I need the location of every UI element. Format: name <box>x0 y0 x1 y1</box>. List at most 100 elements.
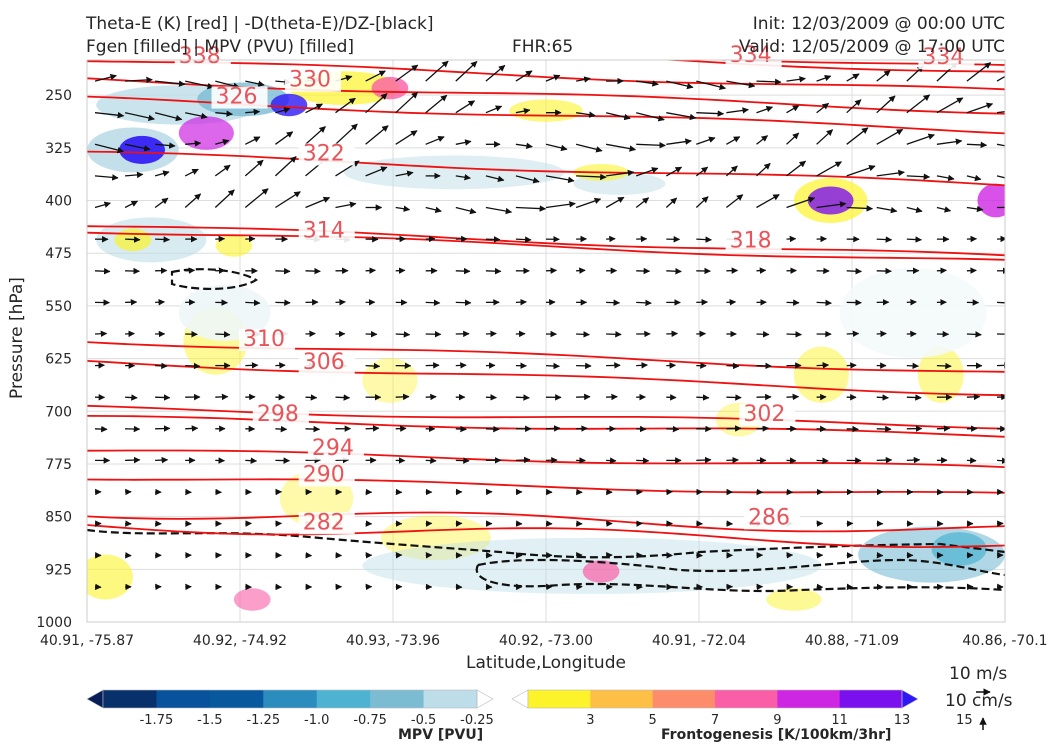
wind-vector <box>576 393 591 401</box>
wind-vector <box>936 97 964 114</box>
wind-vector <box>696 136 716 145</box>
wind-vector <box>515 142 533 150</box>
wind-vector <box>215 393 229 401</box>
wind-vector <box>515 236 532 243</box>
wind-vector <box>606 299 621 306</box>
wind-vector <box>125 330 135 338</box>
filled-region <box>839 267 987 358</box>
y-tick-label: 700 <box>45 404 72 420</box>
colorbar-extend-high <box>901 689 919 709</box>
colorbar-tick-label: -0.5 <box>411 713 436 728</box>
wind-vector <box>335 123 358 145</box>
y-tick-label: 250 <box>45 88 72 104</box>
wind-vector <box>846 164 876 177</box>
y-tick-label: 475 <box>45 246 72 262</box>
contour-label: 338 <box>179 44 221 69</box>
y-tick-label: 325 <box>45 141 72 157</box>
wind-vector <box>545 362 560 370</box>
wind-vector <box>335 298 346 306</box>
theta-e-contour-294 <box>87 449 1005 468</box>
wind-vector <box>906 94 931 114</box>
wind-vector <box>485 236 501 243</box>
colorbar-extend-high <box>476 689 494 709</box>
x-tick-label: 40.92, -73.00 <box>499 633 593 649</box>
wind-vector <box>185 80 215 90</box>
filled-region <box>178 284 271 341</box>
wind-vector <box>876 330 887 338</box>
wind-vector <box>275 191 301 209</box>
wind-vector <box>154 197 169 209</box>
wind-vector <box>305 196 331 209</box>
wind-vector <box>606 169 635 177</box>
wind-vector <box>274 156 297 177</box>
wind-vector <box>365 93 388 114</box>
wind-vector <box>185 362 201 370</box>
wind-vector <box>124 112 155 122</box>
wind-vector <box>455 174 471 181</box>
wind-vector <box>816 201 847 209</box>
wind-vector <box>726 362 740 370</box>
wind-vector <box>786 160 807 177</box>
stability-contour <box>170 268 259 291</box>
contour-label: 330 <box>289 68 331 93</box>
contour-label: 326 <box>216 85 258 110</box>
colorbar-outline <box>102 689 478 709</box>
wind-vector <box>846 425 859 433</box>
wind-vector <box>365 425 380 432</box>
wind-vector <box>124 200 139 209</box>
contour-label: 310 <box>243 327 285 352</box>
wind-vector <box>185 425 199 432</box>
x-axis-label: Latitude,Longitude <box>466 653 626 673</box>
wind-vector <box>155 142 176 149</box>
wind-vector <box>515 70 533 82</box>
colorbar-swatch <box>715 690 778 708</box>
wind-vector <box>846 267 863 275</box>
wind-vector <box>395 331 411 338</box>
wind-vector <box>184 168 199 177</box>
wind-vector <box>155 394 171 401</box>
title-right-line2: Valid: 12/05/2009 @ 17:00 UTC <box>739 37 1005 57</box>
wind-vector <box>335 394 351 401</box>
wind-vector <box>485 175 505 182</box>
wind-vector <box>816 74 832 82</box>
wind-vector <box>365 267 376 274</box>
wind-vector <box>726 80 756 89</box>
wind-vector <box>545 74 561 82</box>
contour-label: 322 <box>303 141 345 166</box>
wind-vector <box>515 394 530 401</box>
filled-region <box>178 116 234 150</box>
wind-vector <box>395 91 419 114</box>
colorbar-swatch <box>103 690 157 708</box>
wind-vector <box>305 103 323 114</box>
wind-vector <box>635 197 650 209</box>
wind-vector <box>155 236 171 243</box>
contour-label-bg <box>725 45 782 68</box>
wind-vector <box>666 425 680 433</box>
wind-vector <box>996 457 1005 464</box>
colorbar-outline <box>527 689 903 709</box>
wind-vector <box>726 107 749 114</box>
wind-vector <box>696 394 710 401</box>
wind-vector <box>936 174 955 182</box>
wind-vector <box>185 112 208 120</box>
contour-label: 318 <box>730 229 772 254</box>
wind-vector <box>545 143 568 152</box>
wind-vector <box>425 135 445 145</box>
wind-vector <box>275 131 294 145</box>
wind-vector <box>936 138 963 145</box>
wind-vector <box>786 105 800 114</box>
wind-vector <box>244 188 269 209</box>
wind-vector <box>545 425 561 432</box>
wind-vector <box>275 107 291 114</box>
colorbar-swatch <box>370 690 425 708</box>
wind-vector <box>696 236 712 243</box>
wind-vector <box>154 170 170 177</box>
wind-vector <box>666 330 679 338</box>
wind-vector <box>94 73 117 82</box>
contour-label: 286 <box>748 505 790 530</box>
x-tick-label: 40.88, -71.09 <box>805 633 899 649</box>
wind-vector <box>756 105 774 114</box>
wind-vector <box>696 456 712 464</box>
wind-vector <box>154 112 183 122</box>
wind-vector <box>606 331 622 338</box>
